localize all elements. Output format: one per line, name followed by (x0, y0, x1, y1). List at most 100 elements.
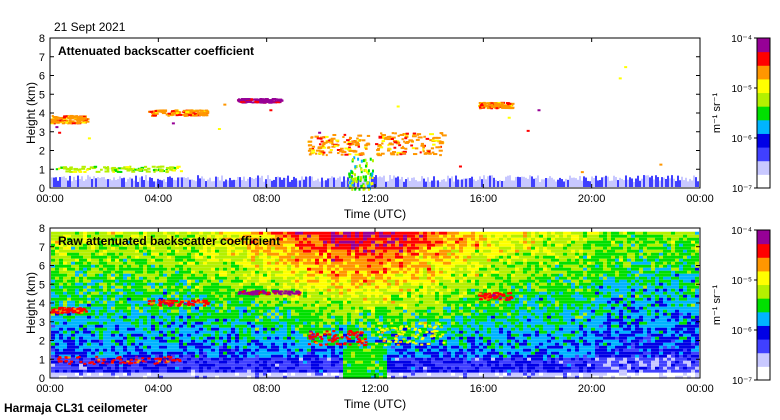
heatmap-cell (483, 279, 487, 283)
heatmap-cell (219, 273, 223, 277)
heatmap-cell (443, 270, 447, 274)
heatmap-cell (227, 231, 231, 235)
heatmap-cell (615, 237, 619, 241)
heatmap-cell (283, 285, 287, 289)
surface-aerosol-layer (531, 176, 533, 187)
heatmap-cell (599, 234, 603, 238)
heatmap-cell (87, 267, 91, 271)
heatmap-cell (651, 297, 655, 301)
heatmap-cell (235, 279, 239, 283)
heatmap-cell (551, 255, 555, 259)
heatmap-cell (159, 273, 163, 277)
heatmap-cell (91, 252, 95, 256)
heatmap-cell (403, 270, 407, 274)
heatmap-cell (315, 267, 319, 271)
heatmap-cell (431, 297, 435, 301)
heatmap-cell (175, 294, 179, 298)
precipitation-column (354, 177, 357, 181)
heatmap-cell (487, 231, 491, 235)
surface-aerosol-layer (227, 180, 229, 187)
heatmap-cell (291, 261, 295, 265)
surface-aerosol-layer (551, 177, 553, 187)
heatmap-cell (407, 234, 411, 238)
heatmap-cell (387, 276, 391, 280)
heatmap-cell (579, 234, 583, 238)
heatmap-cell (675, 282, 679, 286)
cloud-layer (376, 147, 381, 150)
heatmap-cell (99, 243, 103, 247)
heatmap-cell (159, 231, 163, 235)
heatmap-cell (679, 273, 683, 277)
precipitation-column (350, 182, 353, 186)
heatmap-cell (319, 258, 323, 262)
heatmap-cell (507, 255, 511, 259)
heatmap-cell (563, 294, 567, 298)
cloud-layer (389, 152, 395, 155)
heatmap-cell (611, 255, 615, 259)
heatmap-cell (655, 246, 659, 250)
heatmap-cell (187, 285, 191, 289)
heatmap-cell (479, 273, 483, 277)
heatmap-cell (407, 240, 411, 244)
heatmap-cell (431, 237, 435, 241)
heatmap-cell (331, 297, 335, 301)
heatmap-cell (539, 285, 543, 289)
cloud-layer (439, 140, 444, 143)
heatmap-cell (579, 294, 583, 298)
heatmap-cell (403, 294, 407, 298)
heatmap-cell (607, 267, 611, 271)
surface-aerosol-layer (623, 180, 625, 187)
cloud-layer (436, 136, 441, 139)
heatmap-cell (159, 264, 163, 268)
cloud-layer (332, 133, 337, 136)
heatmap-cell (67, 288, 71, 292)
heatmap-cell (407, 246, 411, 250)
heatmap-cell (183, 291, 187, 295)
heatmap-cell (583, 237, 587, 241)
heatmap-cell (91, 291, 95, 295)
heatmap-cell (503, 288, 507, 292)
heatmap-cell (647, 294, 651, 298)
heatmap-cell (515, 273, 519, 277)
heatmap-cell (219, 270, 223, 274)
heatmap-cell (627, 282, 631, 286)
heatmap-cell (239, 297, 243, 301)
heatmap-cell (611, 252, 615, 256)
surface-aerosol-layer (313, 180, 315, 187)
heatmap-cell (607, 279, 611, 283)
heatmap-cell (463, 231, 467, 235)
heatmap-cell (535, 255, 539, 259)
heatmap-cell (251, 231, 255, 235)
heatmap-cell (499, 267, 503, 271)
heatmap-cell (203, 261, 207, 265)
heatmap-cell (119, 252, 123, 256)
heatmap-cell (71, 240, 75, 244)
heatmap-cell (595, 240, 599, 244)
heatmap-cell (303, 234, 307, 238)
heatmap-cell (363, 273, 367, 277)
heatmap-cell (351, 252, 355, 256)
heatmap-cell (371, 258, 375, 262)
heatmap-cell (503, 255, 507, 259)
heatmap-cell (207, 282, 211, 286)
heatmap-cell (587, 276, 591, 280)
heatmap-cell (227, 291, 231, 295)
heatmap-cell (279, 249, 283, 253)
surface-aerosol-layer (583, 176, 585, 187)
heatmap-cell (483, 252, 487, 256)
heatmap-cell (519, 273, 523, 277)
cloud-layer (308, 153, 312, 156)
heatmap-cell (75, 291, 79, 295)
heatmap-cell (79, 297, 83, 301)
heatmap-cell (55, 231, 59, 235)
heatmap-cell (431, 291, 435, 295)
cloud-layer (240, 101, 243, 104)
heatmap-cell (587, 246, 591, 250)
cloud-layer (190, 114, 195, 117)
cloud-layer (267, 99, 273, 102)
surface-aerosol-layer (315, 180, 317, 187)
heatmap-cell (335, 252, 339, 256)
heatmap-cell (371, 297, 375, 301)
heatmap-cell (507, 276, 511, 280)
heatmap-cell (371, 252, 375, 256)
